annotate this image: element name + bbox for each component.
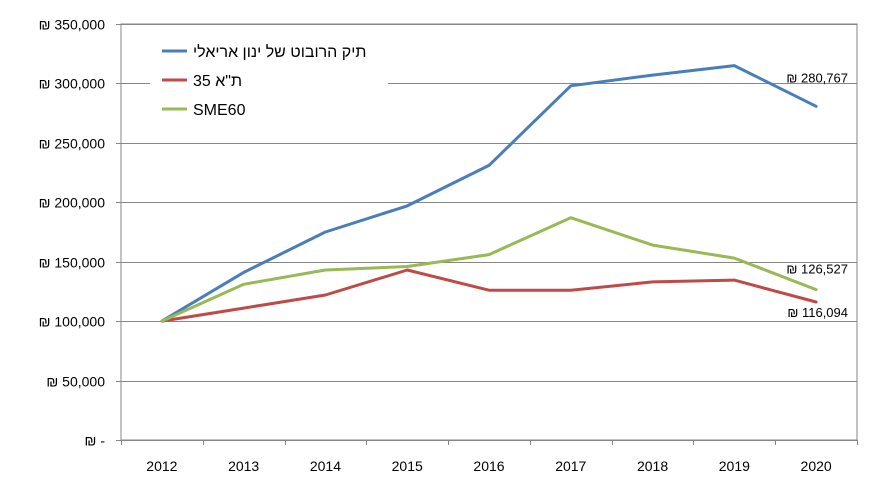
legend: תיק הרובוט של ינון אריאלי ת"א 35 SME60 <box>150 34 388 132</box>
x-tick-label: 2014 <box>310 458 341 474</box>
x-tick-label: 2018 <box>637 458 668 474</box>
legend-label: ת"א 35 <box>193 73 242 90</box>
x-tick-label: 2016 <box>473 458 504 474</box>
series-line-0 <box>160 64 818 323</box>
y-tick-label: ₪ 150,000 <box>39 255 106 271</box>
end-value-label: ₪ 126,527 <box>786 262 848 277</box>
x-tick-label: 2020 <box>801 458 832 474</box>
data-labels: ₪ 280,767 ₪ 116,094 ₪ 126,527 <box>786 70 848 320</box>
series-line-1 <box>160 268 818 323</box>
y-tick-label: ₪ 200,000 <box>39 195 106 211</box>
legend-box <box>150 34 388 132</box>
y-tick-label: ₪ 50,000 <box>46 374 105 390</box>
end-value-label: ₪ 116,094 <box>787 305 848 320</box>
legend-label: תיק הרובוט של ינון אריאלי <box>193 43 366 61</box>
end-value-label: ₪ 280,767 <box>786 70 848 85</box>
axes: ₪ - ₪ 50,000 ₪ 100,000 ₪ 150,000 ₪ 200,000 ₪ … <box>39 17 858 474</box>
legend-label: SME60 <box>193 102 246 119</box>
y-tick-label: ₪ 350,000 <box>39 17 106 33</box>
y-tick-label: ₪ - <box>85 433 106 449</box>
series-line-2 <box>160 216 818 323</box>
x-tick-label: 2019 <box>719 458 750 474</box>
gridlines <box>120 23 858 441</box>
x-tick-label: 2015 <box>392 458 423 474</box>
x-tick-label: 2012 <box>146 458 177 474</box>
series-lines <box>160 64 818 323</box>
y-tick-label: ₪ 250,000 <box>39 136 106 152</box>
y-tick-label: ₪ 100,000 <box>39 314 106 330</box>
x-tick-label: 2017 <box>555 458 586 474</box>
x-tick-label: 2013 <box>228 458 259 474</box>
y-tick-label: ₪ 300,000 <box>39 76 106 92</box>
